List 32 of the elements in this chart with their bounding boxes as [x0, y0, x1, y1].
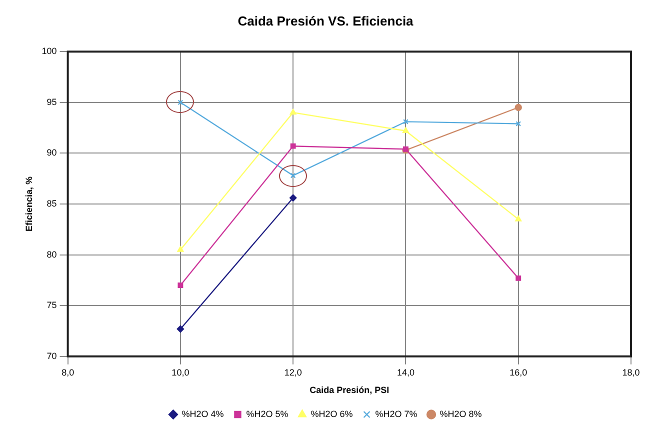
legend-label: %H2O 8% [440, 408, 482, 419]
point [289, 194, 297, 202]
legend-label: %H2O 7% [375, 408, 418, 419]
y-tick-label: 85 [46, 198, 57, 208]
x-tick-label: 18,0 [622, 367, 640, 378]
x-tick-label: 8,0 [62, 367, 74, 378]
y-tick-label: 70 [46, 350, 57, 361]
legend-label: %H2O 4% [182, 408, 224, 419]
point [516, 275, 522, 281]
point [290, 143, 296, 149]
point [514, 104, 522, 112]
point [176, 325, 184, 333]
y-tick-label: 75 [46, 300, 57, 310]
y-tick-label: 100 [42, 46, 57, 56]
point [402, 127, 409, 133]
y-tick-label: 90 [46, 148, 57, 158]
x-tick-label: 12,0 [284, 367, 302, 378]
chart-title: Caida Presión VS. Eficiencia [238, 13, 414, 28]
point [290, 108, 296, 115]
legend-label: %H2O 5% [246, 408, 288, 419]
x-axis-title: Caida Presión, PSI [310, 385, 390, 396]
x-tick-label: 14,0 [396, 367, 414, 378]
x-tick-label: 16,0 [510, 367, 528, 378]
y-tick-label: 80 [46, 249, 57, 260]
point [515, 216, 522, 222]
x-tick-label: 10,0 [172, 367, 190, 378]
legend-label: %H2O 6% [310, 408, 353, 419]
y-tick-label: 95 [46, 96, 57, 107]
point [177, 246, 184, 252]
y-axis-title: Eficiencia, % [24, 176, 34, 232]
point [403, 118, 408, 124]
point [178, 282, 184, 288]
